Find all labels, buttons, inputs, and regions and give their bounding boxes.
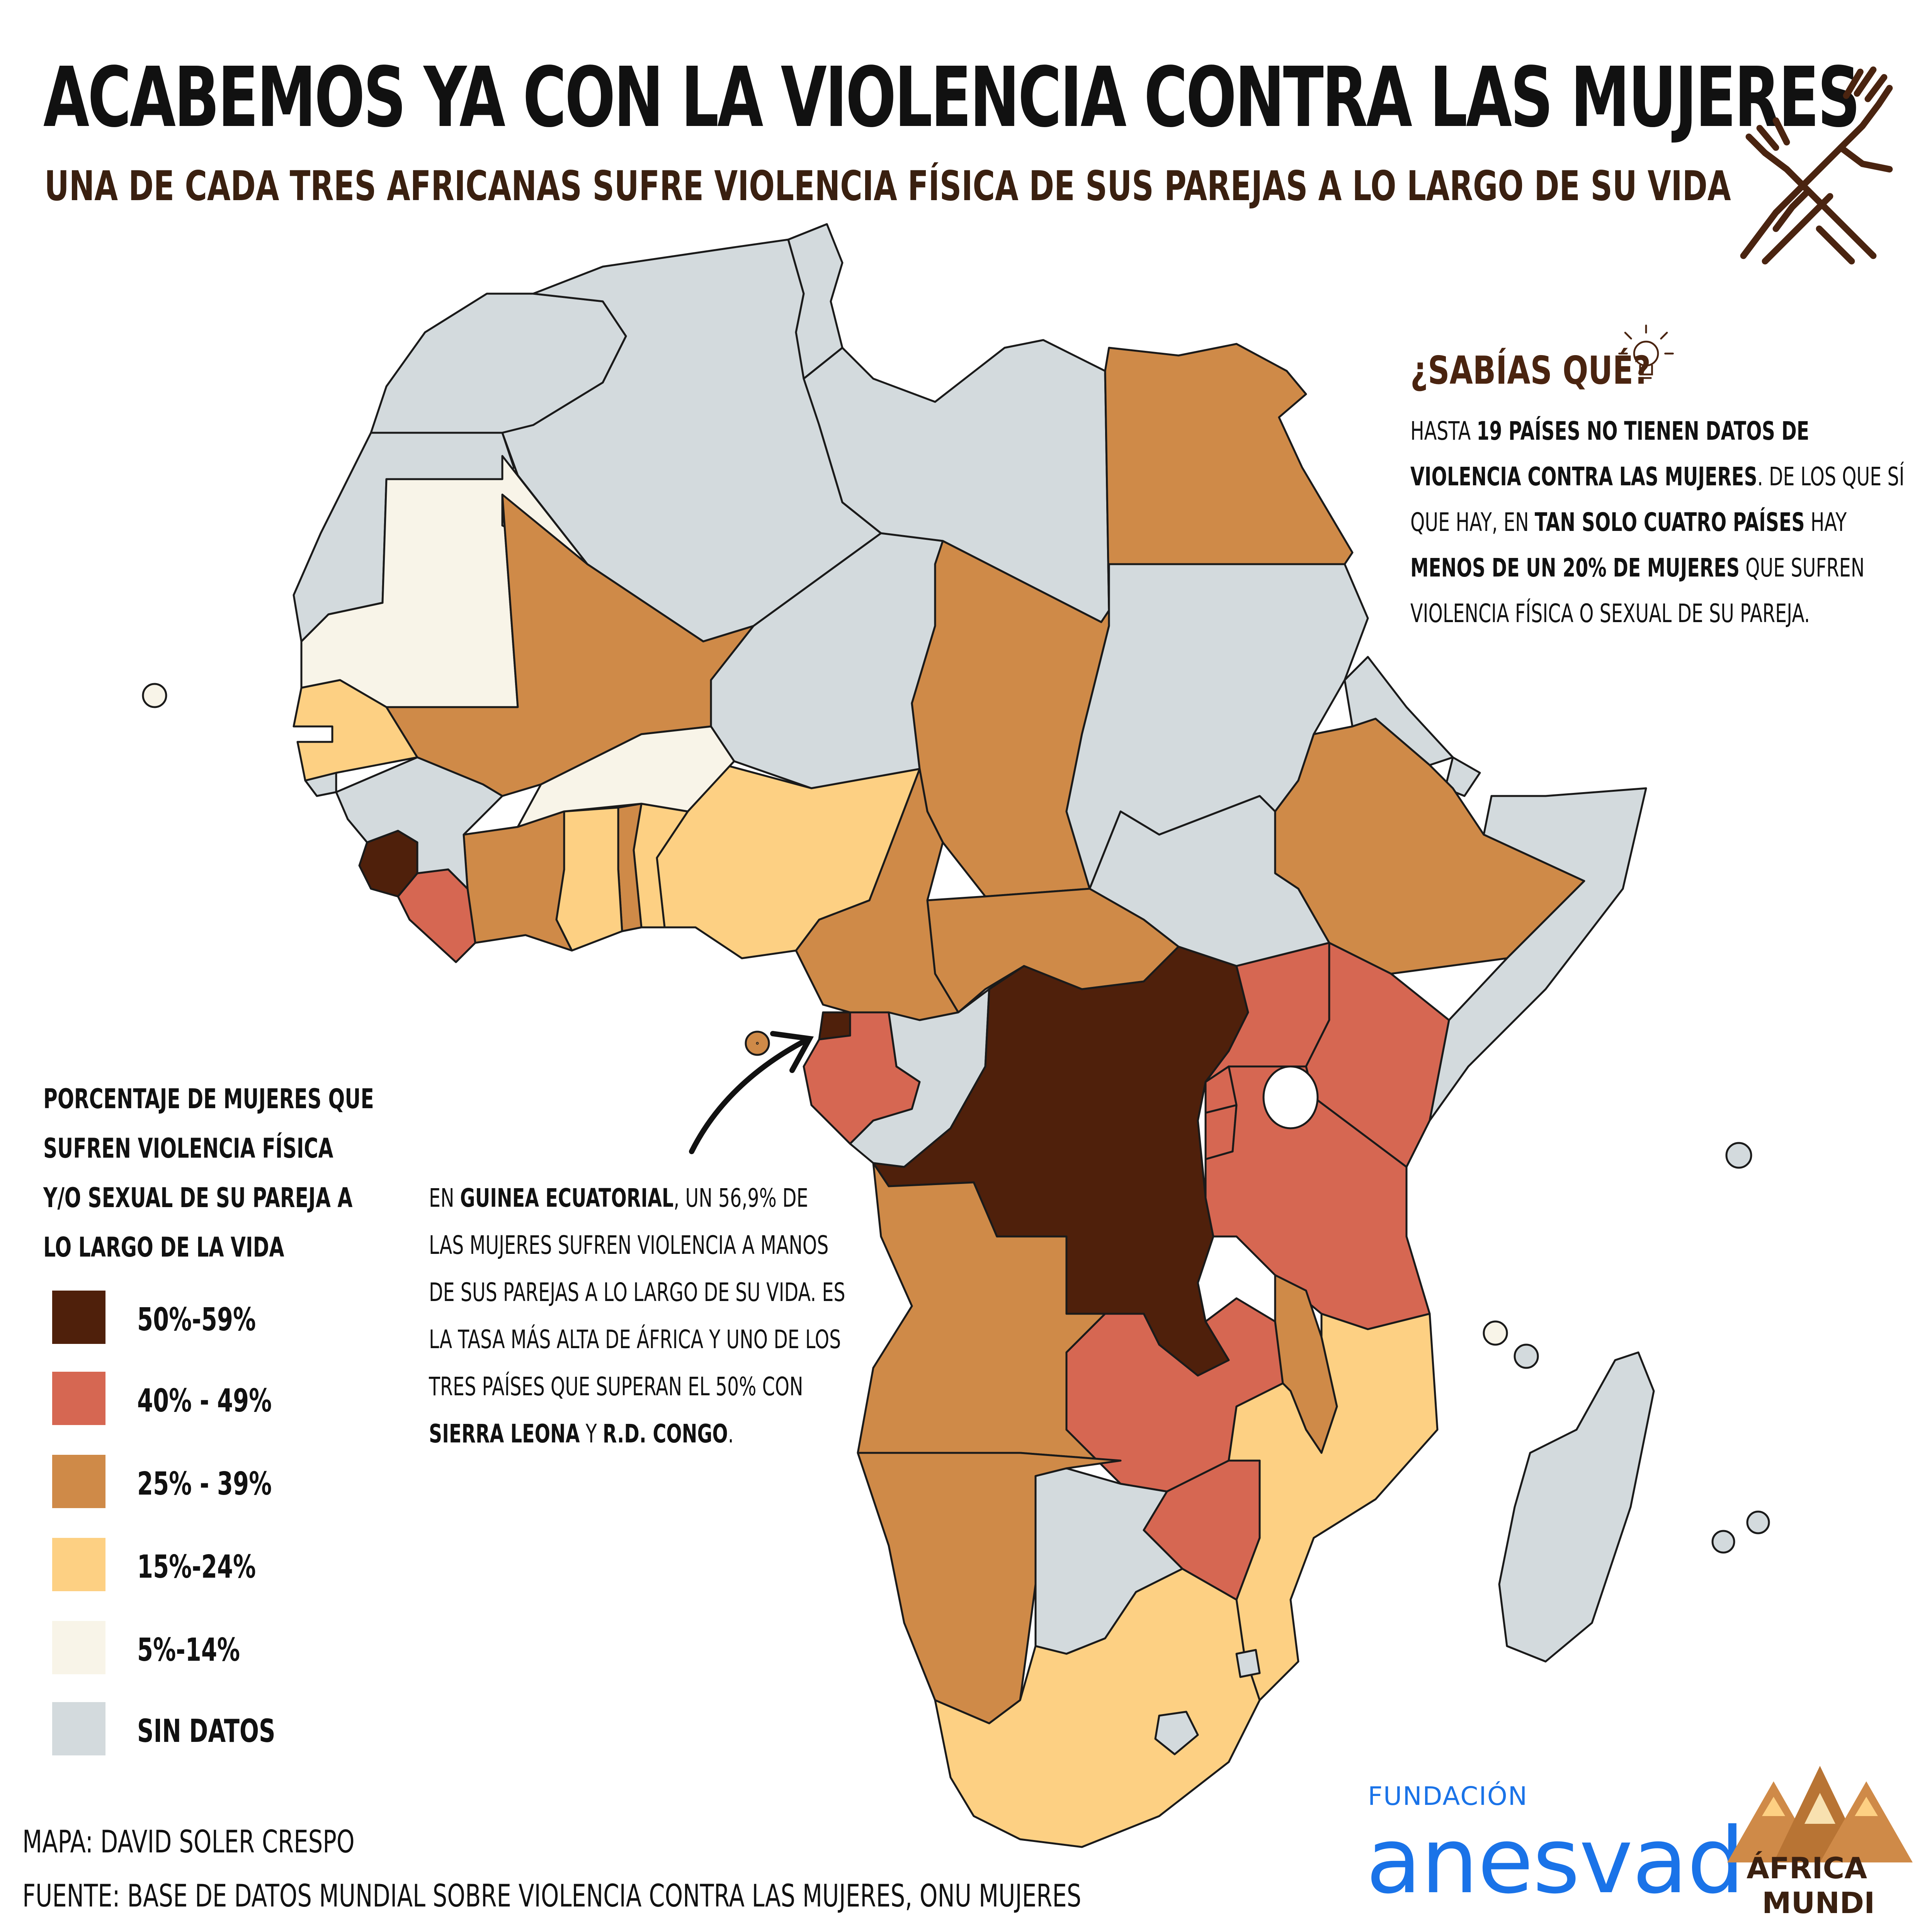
legend-swatch xyxy=(52,1291,105,1344)
legend-label: 15%-24% xyxy=(137,1549,256,1585)
did-you-know-text-part: HAY xyxy=(1804,507,1847,537)
island-sao-tome xyxy=(756,1042,759,1045)
legend-swatch xyxy=(52,1621,105,1674)
country-lesotho xyxy=(1154,1711,1199,1755)
arrow-icon xyxy=(689,1031,814,1154)
did-you-know-box: ¿SABÍAS QUÉ? HASTA 19 PAÍSES NO TIENEN D… xyxy=(1410,348,1913,636)
did-you-know-text-bold: MENOS DE UN 20% DE MUJERES xyxy=(1410,553,1740,583)
callout-text-part: , UN 56,9% DE LAS MUJERES SUFREN VIOLENC… xyxy=(429,1183,845,1401)
africa-mundi-logo-icon xyxy=(1727,1766,1913,1862)
country-senegal xyxy=(293,679,418,782)
legend-swatch xyxy=(52,1372,105,1425)
callout-text-part: . xyxy=(728,1419,734,1449)
legend-label: SIN DATOS xyxy=(137,1713,276,1750)
africa-mundi-logo-text: ÁFRICA xyxy=(1747,1851,1867,1885)
country-madagascar xyxy=(1498,1351,1655,1663)
country-eswatini xyxy=(1235,1649,1261,1678)
country-ghana xyxy=(555,806,623,952)
country-djibouti xyxy=(1444,756,1481,797)
did-you-know-text-bold: TAN SOLO CUATRO PAÍSES xyxy=(1534,507,1805,537)
page-subtitle: UNA DE CADA TRES AFRICANAS SUFRE VIOLENC… xyxy=(44,162,1731,210)
page-title: ACABEMOS YA CON LA VIOLENCIA CONTRA LAS … xyxy=(43,49,1861,146)
legend-swatch xyxy=(52,1455,105,1508)
hands-icon xyxy=(1740,66,1893,265)
did-you-know-text-part: . DE LOS QUE SÍ QUE HAY, EN xyxy=(1410,462,1905,537)
did-you-know-text-part: QUE SUFREN VIOLENCIA FÍSICA O SEXUAL DE … xyxy=(1410,553,1865,628)
island-reunion xyxy=(1711,1530,1735,1554)
callout-text-part: EN xyxy=(429,1183,460,1213)
callout-text-bold: GUINEA ECUATORIAL xyxy=(460,1183,674,1213)
island-cape-verde xyxy=(142,683,167,708)
country-somalia xyxy=(1429,787,1647,1122)
map-credit: MAPA: DAVID SOLER CRESPO xyxy=(22,1824,355,1860)
did-you-know-text: HASTA 19 PAÍSES NO TIENEN DATOS DE VIOLE… xyxy=(1410,408,1911,636)
legend-swatch xyxy=(52,1538,105,1591)
lightbulb-icon xyxy=(1618,325,1674,379)
source-credit: FUENTE: BASE DE DATOS MUNDIAL SOBRE VIOL… xyxy=(22,1878,1082,1914)
legend-title: PORCENTAJE DE MUJERES QUE SUFREN VIOLENC… xyxy=(43,1083,374,1263)
country-south-africa xyxy=(934,1568,1261,1848)
legend-label: 5%-14% xyxy=(137,1632,240,1668)
island-comoros-2 xyxy=(1514,1344,1539,1369)
did-you-know-title: ¿SABÍAS QUÉ? xyxy=(1410,348,1651,393)
callout-text-part: Y xyxy=(580,1419,603,1449)
anesvad-logo: anesvad xyxy=(1366,1808,1745,1914)
africa-mundi-logo-text: MUNDI xyxy=(1762,1886,1875,1920)
anesvad-logo-label: FUNDACIÓN xyxy=(1368,1781,1528,1811)
legend-label: 25% - 39% xyxy=(137,1466,272,1502)
island-mauritius xyxy=(1746,1510,1770,1534)
legend-swatch xyxy=(52,1702,105,1755)
callout-text-bold: SIERRA LEONA xyxy=(429,1419,580,1449)
lake-victoria xyxy=(1262,1065,1319,1129)
legend-label: 40% - 49% xyxy=(137,1383,272,1419)
did-you-know-text-bold: 19 PAÍSES NO TIENEN DATOS DE VIOLENCIA C… xyxy=(1410,416,1810,492)
island-seychelles xyxy=(1725,1142,1752,1169)
equatorial-guinea-callout: EN GUINEA ECUATORIAL, UN 56,9% DE LAS MU… xyxy=(429,1175,846,1458)
did-you-know-text-part: HASTA xyxy=(1410,416,1477,446)
country-guinea xyxy=(335,756,503,890)
callout-text-bold: R.D. CONGO xyxy=(602,1419,728,1449)
island-comoros-1 xyxy=(1483,1320,1508,1346)
country-ivory-coast xyxy=(463,810,573,952)
legend-label: 50%-59% xyxy=(137,1301,256,1338)
